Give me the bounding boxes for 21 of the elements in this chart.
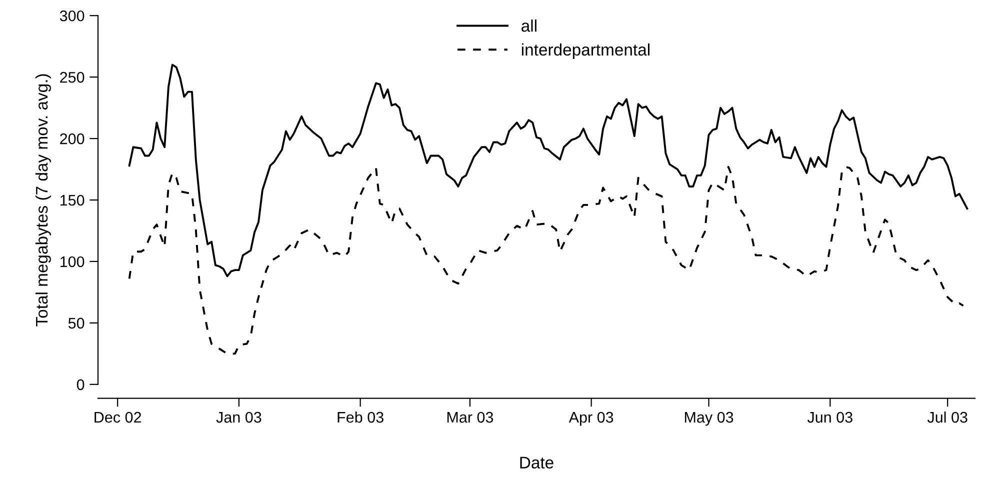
y-tick-label: 0 bbox=[76, 379, 84, 390]
y-axis-title: Total megabytes (7 day mov. avg.) bbox=[35, 74, 51, 326]
line-series bbox=[128, 166, 964, 355]
x-tick-label: May 03 bbox=[684, 412, 734, 426]
y-tick-label: 200 bbox=[60, 133, 84, 144]
x-tick-label: Mar 03 bbox=[447, 412, 494, 423]
x-axis-title: Date bbox=[520, 456, 554, 469]
y-tick-label: 300 bbox=[60, 10, 84, 22]
x-tick-label: Apr 03 bbox=[568, 412, 614, 426]
legend-label: all bbox=[522, 20, 536, 32]
x-tick-label: Feb 03 bbox=[338, 411, 384, 423]
x-tick-label: Jul 03 bbox=[927, 411, 968, 423]
y-tick-label: 250 bbox=[60, 72, 84, 83]
y-tick-label: 150 bbox=[60, 194, 84, 206]
line-series bbox=[128, 64, 968, 278]
y-tick-label: 100 bbox=[60, 256, 84, 268]
legend-label: interdepartmental bbox=[522, 43, 650, 59]
x-tick-label: Jun 03 bbox=[807, 412, 852, 423]
x-tick-label: Dec 02 bbox=[94, 412, 142, 423]
x-tick-label: Jan 03 bbox=[216, 412, 262, 423]
y-tick-label: 50 bbox=[68, 318, 84, 329]
